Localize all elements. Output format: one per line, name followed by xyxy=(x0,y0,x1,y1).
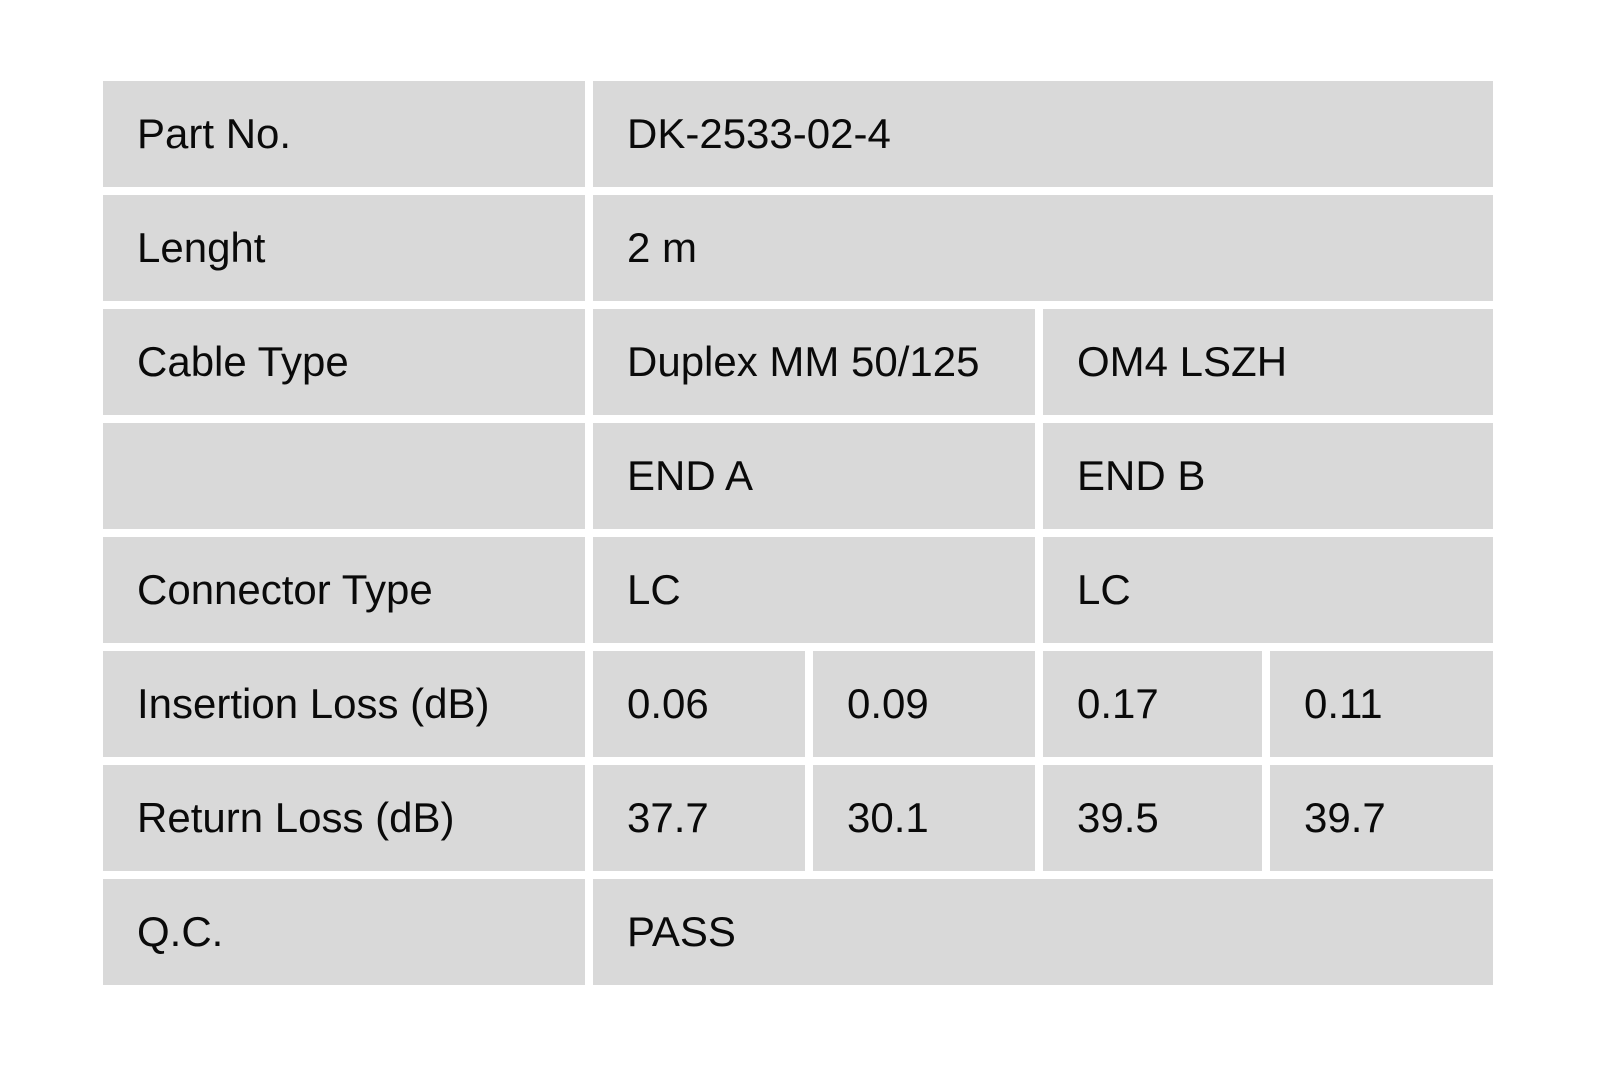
ends-header-empty-cell xyxy=(103,423,585,529)
qc-label: Q.C. xyxy=(103,879,585,985)
return-loss-label: Return Loss (dB) xyxy=(103,765,585,871)
connector-type-label: Connector Type xyxy=(103,537,585,643)
part-no-label: Part No. xyxy=(103,81,585,187)
insertion-loss-label: Insertion Loss (dB) xyxy=(103,651,585,757)
table-row-connector-type: Connector Type LC LC xyxy=(103,537,1493,643)
insertion-loss-b1: 0.17 xyxy=(1043,651,1262,757)
table-row-part-no: Part No. DK-2533-02-4 xyxy=(103,81,1493,187)
return-loss-a2: 30.1 xyxy=(813,765,1035,871)
qc-table: Part No. DK-2533-02-4 Lenght 2 m Cable T… xyxy=(95,73,1501,993)
table-row-ends-header: END A END B xyxy=(103,423,1493,529)
connector-type-value-b: LC xyxy=(1043,537,1493,643)
end-a-header: END A xyxy=(593,423,1035,529)
table-row-return-loss: Return Loss (dB) 37.7 30.1 39.5 39.7 xyxy=(103,765,1493,871)
table-row-qc: Q.C. PASS xyxy=(103,879,1493,985)
cable-type-value-b: OM4 LSZH xyxy=(1043,309,1493,415)
cable-type-value-a: Duplex MM 50/125 xyxy=(593,309,1035,415)
part-no-value: DK-2533-02-4 xyxy=(593,81,1493,187)
insertion-loss-a2: 0.09 xyxy=(813,651,1035,757)
length-label: Lenght xyxy=(103,195,585,301)
table-row-insertion-loss: Insertion Loss (dB) 0.06 0.09 0.17 0.11 xyxy=(103,651,1493,757)
return-loss-b2: 39.7 xyxy=(1270,765,1493,871)
length-value: 2 m xyxy=(593,195,1493,301)
end-b-header: END B xyxy=(1043,423,1493,529)
qc-result-value: PASS xyxy=(593,879,1493,985)
return-loss-a1: 37.7 xyxy=(593,765,805,871)
table-row-length: Lenght 2 m xyxy=(103,195,1493,301)
connector-type-value-a: LC xyxy=(593,537,1035,643)
insertion-loss-b2: 0.11 xyxy=(1270,651,1493,757)
table-row-cable-type: Cable Type Duplex MM 50/125 OM4 LSZH xyxy=(103,309,1493,415)
cable-type-label: Cable Type xyxy=(103,309,585,415)
insertion-loss-a1: 0.06 xyxy=(593,651,805,757)
return-loss-b1: 39.5 xyxy=(1043,765,1262,871)
